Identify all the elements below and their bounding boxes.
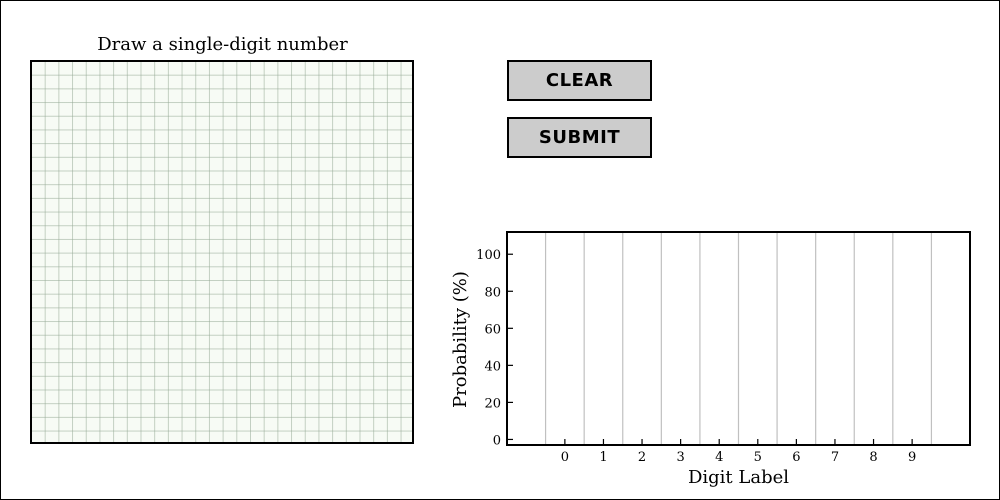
x-tick-label: 7 bbox=[831, 450, 839, 465]
x-tick-label: 6 bbox=[792, 450, 800, 465]
y-tick-label: 80 bbox=[484, 285, 501, 300]
x-tick-label: 1 bbox=[599, 450, 607, 465]
x-axis-label: Digit Label bbox=[688, 467, 789, 488]
y-tick-label: 0 bbox=[493, 433, 501, 448]
plot-frame bbox=[506, 231, 971, 446]
x-tick-label: 0 bbox=[561, 450, 569, 465]
x-tick-label: 5 bbox=[754, 450, 762, 465]
y-axis-label: Probability (%) bbox=[450, 271, 471, 408]
x-tick-label: 3 bbox=[676, 450, 684, 465]
y-tick-label: 40 bbox=[484, 359, 501, 374]
clear-button[interactable]: CLEAR bbox=[507, 60, 652, 101]
submit-button[interactable]: SUBMIT bbox=[507, 117, 652, 158]
y-tick-label: 100 bbox=[476, 248, 501, 263]
x-tick-label: 4 bbox=[715, 450, 723, 465]
y-tick-label: 20 bbox=[484, 396, 501, 411]
y-tick-label: 60 bbox=[484, 322, 501, 337]
x-tick-label: 8 bbox=[869, 450, 877, 465]
x-tick-label: 9 bbox=[908, 450, 916, 465]
canvas-title: Draw a single-digit number bbox=[97, 34, 348, 55]
drawing-canvas[interactable] bbox=[30, 60, 414, 444]
x-tick-label: 2 bbox=[638, 450, 646, 465]
